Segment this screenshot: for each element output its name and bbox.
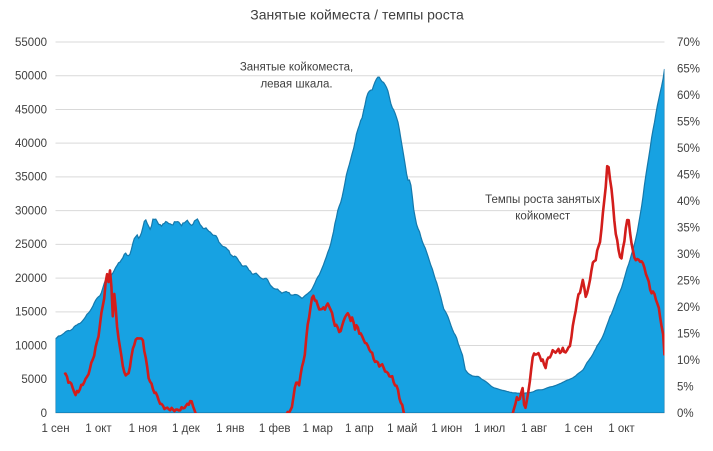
svg-text:1 сен: 1 сен: [564, 423, 592, 435]
svg-text:15%: 15%: [677, 328, 700, 340]
svg-text:1 апр: 1 апр: [345, 423, 374, 435]
svg-text:койкомест: койкомест: [515, 211, 571, 223]
svg-text:5%: 5%: [677, 381, 694, 393]
svg-text:25%: 25%: [677, 275, 700, 287]
svg-text:60%: 60%: [677, 90, 700, 102]
svg-text:10%: 10%: [677, 355, 700, 367]
svg-text:Темпы роста занятых: Темпы роста занятых: [485, 194, 600, 206]
svg-text:25000: 25000: [15, 239, 47, 251]
svg-text:20000: 20000: [15, 273, 47, 285]
svg-text:1 ноя: 1 ноя: [129, 423, 158, 435]
svg-text:1 июл: 1 июл: [474, 423, 505, 435]
svg-text:50000: 50000: [15, 71, 47, 83]
svg-text:1 мар: 1 мар: [303, 423, 333, 435]
svg-text:35000: 35000: [15, 172, 47, 184]
svg-text:Занятые койкоместа,: Занятые койкоместа,: [240, 62, 353, 74]
svg-text:30%: 30%: [677, 249, 700, 261]
svg-text:1 июн: 1 июн: [431, 423, 462, 435]
svg-text:0: 0: [41, 408, 47, 420]
svg-text:55%: 55%: [677, 116, 700, 128]
svg-text:20%: 20%: [677, 302, 700, 314]
svg-text:левая шкала.: левая шкала.: [260, 79, 332, 91]
svg-text:Занятые койместа / темпы роста: Занятые койместа / темпы роста: [250, 7, 464, 23]
svg-text:1 фев: 1 фев: [259, 423, 291, 435]
svg-text:55000: 55000: [15, 37, 47, 49]
svg-text:1 сен: 1 сен: [41, 423, 69, 435]
svg-text:65%: 65%: [677, 63, 700, 75]
svg-text:1 дек: 1 дек: [172, 423, 201, 435]
svg-text:1 окт: 1 окт: [85, 423, 112, 435]
svg-text:5000: 5000: [21, 374, 47, 386]
svg-text:40000: 40000: [15, 138, 47, 150]
svg-text:0%: 0%: [677, 408, 694, 420]
svg-text:1 май: 1 май: [387, 423, 417, 435]
svg-text:30000: 30000: [15, 205, 47, 217]
svg-text:1 авг: 1 авг: [521, 423, 547, 435]
svg-text:35%: 35%: [677, 222, 700, 234]
svg-text:1 окт: 1 окт: [608, 423, 635, 435]
svg-text:1 янв: 1 янв: [216, 423, 244, 435]
svg-text:45000: 45000: [15, 104, 47, 116]
svg-text:10000: 10000: [15, 340, 47, 352]
svg-text:15000: 15000: [15, 307, 47, 319]
svg-text:40%: 40%: [677, 196, 700, 208]
svg-text:70%: 70%: [677, 37, 700, 49]
svg-text:45%: 45%: [677, 169, 700, 181]
svg-text:50%: 50%: [677, 143, 700, 155]
